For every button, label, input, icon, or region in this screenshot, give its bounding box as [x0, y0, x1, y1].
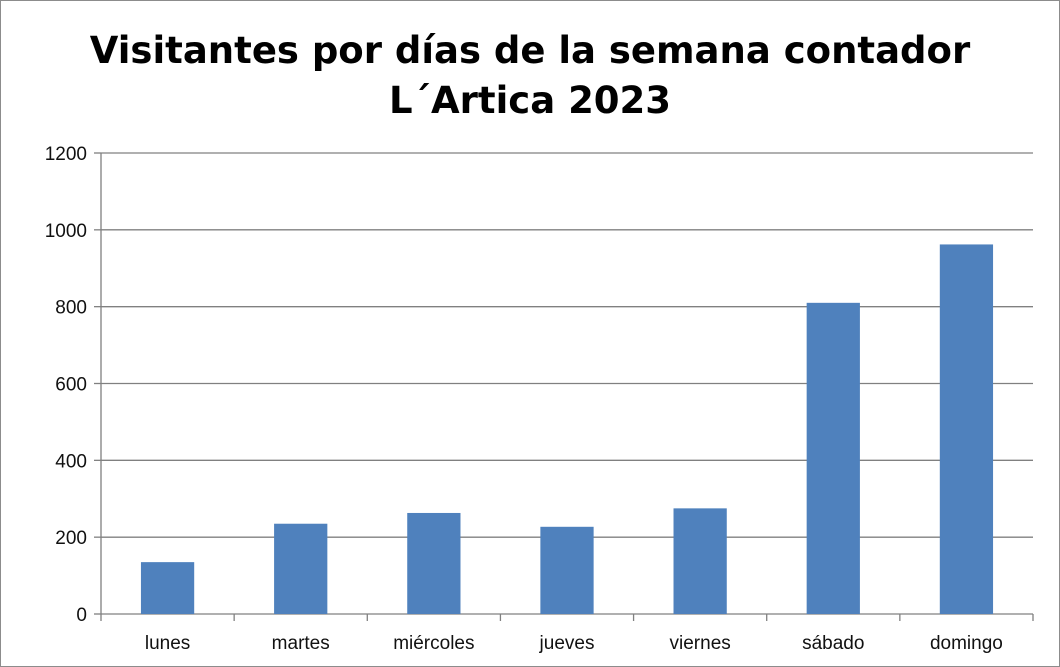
bar-viernes: [673, 508, 727, 614]
y-tick-label: 1000: [45, 221, 87, 242]
chart-title: Visitantes por días de la semana contado…: [89, 29, 971, 122]
bar-sábado: [806, 302, 860, 614]
x-tick-label: jueves: [539, 633, 595, 654]
y-tick-labels: 0 200 400 600 800 1000 1200: [45, 144, 87, 626]
x-tick-labels: lunes martes miércoles jueves viernes sábado d…: [145, 633, 1003, 654]
x-tick-label: lunes: [145, 633, 190, 654]
bar-martes: [274, 523, 328, 614]
x-tick-label: viernes: [670, 633, 731, 654]
y-tick-label: 0: [76, 605, 87, 626]
y-tick-label: 800: [55, 298, 87, 319]
y-tick-label: 1200: [45, 144, 87, 165]
x-tick-label: miércoles: [393, 633, 474, 654]
y-tick-label: 200: [55, 528, 87, 549]
x-tick-label: martes: [272, 633, 330, 654]
bar-domingo: [939, 244, 994, 614]
bars: [140, 244, 994, 614]
bar-miércoles: [407, 512, 461, 614]
x-tick-label: domingo: [930, 633, 1003, 654]
gridlines: [101, 152, 1033, 538]
bar-jueves: [540, 526, 594, 614]
bar-lunes: [140, 562, 195, 614]
y-tick-label: 600: [55, 375, 87, 396]
y-tick-label: 400: [55, 451, 87, 472]
x-tick-label: sábado: [802, 633, 864, 654]
